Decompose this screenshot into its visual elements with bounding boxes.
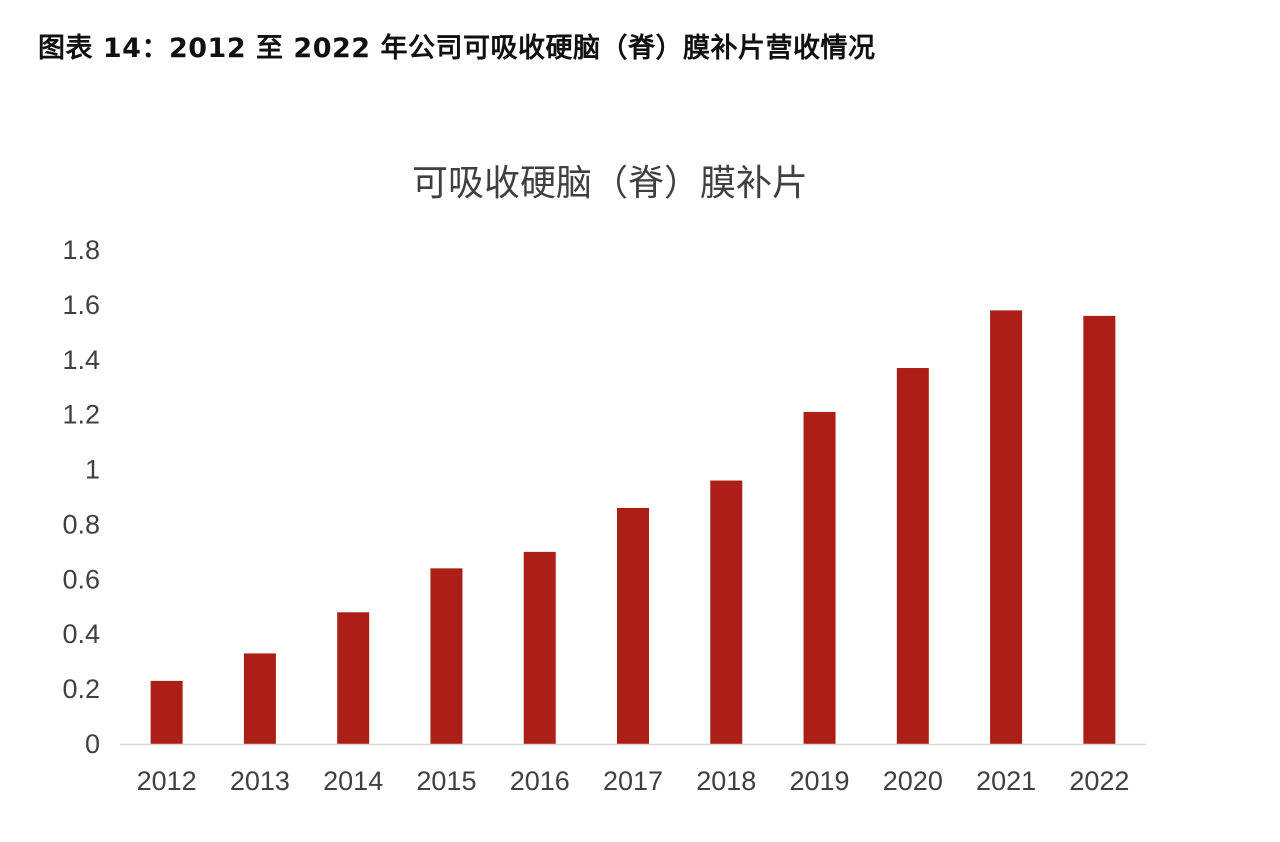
x-tick-label: 2017 [603, 766, 663, 796]
y-tick-label: 1 [85, 455, 100, 485]
y-tick-label: 1.6 [62, 290, 100, 320]
chart-title: 可吸收硬脑（脊）膜补片 [412, 163, 808, 204]
y-axis-ticks: 0 0.2 0.4 0.6 0.8 1 1.2 1.4 1.6 1.8 [62, 235, 100, 759]
figure-caption: 图表 14：2012 至 2022 年公司可吸收硬脑（脊）膜补片营收情况 [38, 33, 876, 64]
y-tick-label: 1.8 [62, 235, 100, 265]
x-tick-label: 2012 [137, 766, 197, 796]
x-tick-label: 2021 [976, 766, 1036, 796]
x-tick-label: 2015 [416, 766, 476, 796]
y-tick-label: 1.2 [62, 400, 100, 430]
x-tick-label: 2016 [510, 766, 570, 796]
x-tick-label: 2014 [323, 766, 383, 796]
bar-2022 [1083, 315, 1116, 744]
y-tick-label: 0.8 [62, 509, 100, 539]
bar-2014 [337, 612, 370, 744]
bar-2019 [803, 411, 836, 744]
x-tick-label: 2018 [696, 766, 756, 796]
bar-2018 [710, 480, 743, 744]
bar-2020 [896, 368, 929, 744]
x-tick-label: 2022 [1069, 766, 1129, 796]
x-tick-label: 2019 [790, 766, 850, 796]
bar-2021 [990, 310, 1023, 744]
y-tick-label: 0.6 [62, 564, 100, 594]
y-tick-label: 0 [85, 729, 100, 759]
y-tick-label: 0.2 [62, 674, 100, 704]
bars [150, 310, 1116, 744]
x-axis-ticks: 2012 2013 2014 2015 2016 2017 2018 2019 2020 2021… [137, 766, 1130, 796]
bar-2016 [523, 551, 556, 744]
x-tick-label: 2020 [883, 766, 943, 796]
bar-2013 [243, 653, 276, 744]
bar-2015 [430, 568, 463, 744]
y-tick-label: 0.4 [62, 619, 100, 649]
y-tick-label: 1.4 [62, 345, 100, 375]
bar-2017 [617, 507, 649, 744]
bar-2012 [150, 680, 183, 744]
x-tick-label: 2013 [230, 766, 290, 796]
